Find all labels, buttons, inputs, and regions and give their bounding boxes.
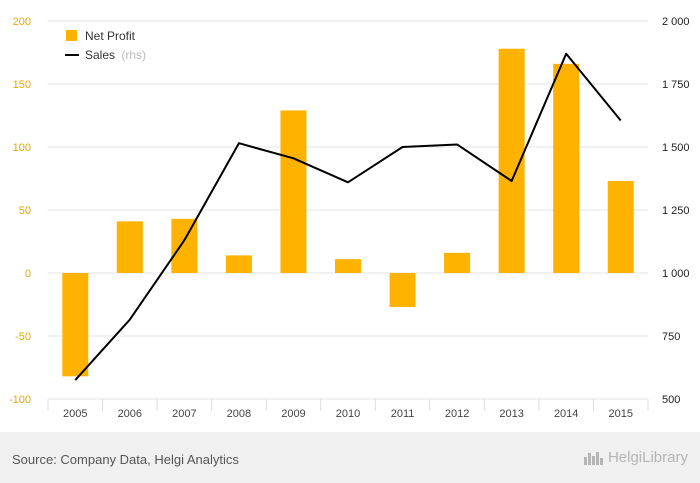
net-profit-bar [553,63,580,274]
x-tick-label: 2012 [445,408,469,420]
left-tick-label: -100 [9,394,31,406]
net-profit-bar [116,221,143,273]
x-tick-label: 2015 [608,408,632,420]
right-tick-label: 750 [662,331,680,343]
legend: Net Profit Sales (rhs) [65,29,146,62]
left-tick-label: 200 [13,16,31,28]
net-profit-bar [280,110,307,274]
net-profit-bar [62,273,89,377]
legend-swatch-net-profit [66,30,77,41]
footer: Source: Company Data, Helgi Analytics He… [0,432,700,483]
net-profit-bar [335,259,361,273]
category-separators [47,399,649,411]
net-profit-bar [171,218,198,273]
x-tick-label: 2009 [281,408,305,420]
left-tick-label: 100 [13,142,31,154]
left-tick-label: 50 [19,205,31,217]
net-profit-bars [62,48,634,377]
x-tick-label: 2006 [118,408,142,420]
net-profit-bar [607,181,634,273]
right-tick-label: 500 [662,394,680,406]
logo: HelgiLibrary [583,449,688,466]
right-tick-label: 2 000 [662,16,690,28]
right-tick-label: 1 500 [662,142,690,154]
x-tick-label: 2008 [227,408,251,420]
left-tick-label: 150 [13,79,31,91]
right-tick-label: 1 000 [662,268,690,280]
x-tick-label: 2005 [63,408,87,420]
source-text: Source: Company Data, Helgi Analytics [12,452,239,467]
legend-label-net-profit: Net Profit [85,29,136,43]
city-skyline-icon [583,451,603,465]
legend-label-sales: Sales (rhs) [85,48,146,62]
sales-line-path [74,52,622,381]
right-tick-label: 1 750 [662,79,690,91]
right-axis-labels: 500 750 1 000 1 250 1 500 1 750 2 000 [662,16,690,406]
right-tick-label: 1 250 [662,205,690,217]
x-tick-label: 2010 [336,408,360,420]
left-tick-label: -50 [15,331,31,343]
sales-line [74,52,622,381]
x-tick-label: 2011 [391,408,415,420]
x-axis-labels: 2005 2006 2007 2008 2009 2010 2011 2012 2013 2014… [63,408,633,420]
x-tick-label: 2013 [499,408,523,420]
chart: -100 -50 0 50 100 150 200 500 750 1 000 1 250 1 50… [9,16,690,420]
net-profit-bar [389,273,416,308]
net-profit-bar [444,252,471,273]
net-profit-bar [225,255,252,273]
x-tick-label: 2014 [554,408,578,420]
left-tick-label: 0 [25,268,31,280]
logo-text: HelgiLibrary [607,449,688,466]
left-axis-labels: -100 -50 0 50 100 150 200 [9,16,31,406]
x-tick-label: 2007 [172,408,196,420]
